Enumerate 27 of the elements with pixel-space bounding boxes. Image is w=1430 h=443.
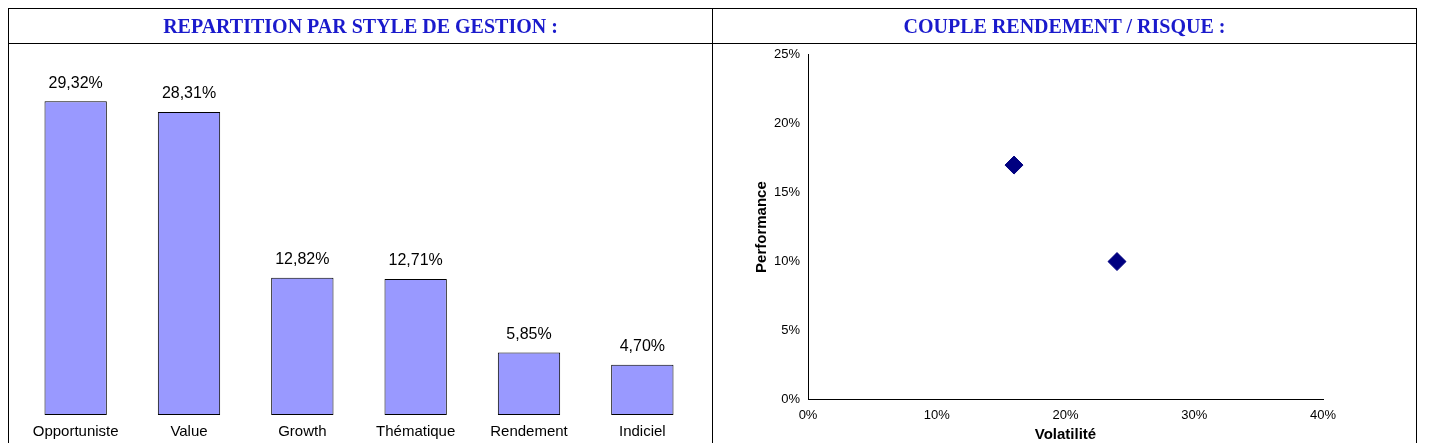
x-tick-label: Indiciel bbox=[618, 422, 666, 440]
x-tick-label: Value bbox=[170, 422, 208, 440]
y-tick-label: 5% bbox=[781, 322, 801, 338]
y-tick-label: 10% bbox=[773, 253, 801, 269]
y-axis-title: Performance bbox=[752, 181, 770, 273]
chart-title: COUPLE RENDEMENT / RISQUE : bbox=[713, 9, 1416, 44]
y-tick-label: 20% bbox=[773, 115, 801, 131]
y-tick-label: 15% bbox=[773, 184, 801, 200]
data-label: 12,71% bbox=[388, 251, 443, 269]
data-label: 28,31% bbox=[161, 84, 217, 102]
chart-title: REPARTITION PAR STYLE DE GESTION : bbox=[9, 9, 712, 44]
x-tick-label: Opportuniste bbox=[32, 422, 119, 440]
x-tick-label: 20% bbox=[1052, 406, 1079, 422]
data-label: 5,85% bbox=[506, 324, 552, 342]
x-tick-label: Growth bbox=[278, 422, 327, 440]
x-axis-title: Volatilité bbox=[1034, 425, 1097, 443]
y-tick-label: 25% bbox=[773, 46, 801, 62]
x-tick-label: 10% bbox=[923, 406, 951, 422]
x-tick-label: 30% bbox=[1181, 406, 1208, 422]
x-tick-label: 40% bbox=[1309, 406, 1337, 422]
x-tick-label: Thématique bbox=[376, 422, 456, 440]
data-label: 4,70% bbox=[619, 337, 666, 355]
x-tick-label: 0% bbox=[798, 406, 818, 422]
y-tick-label: 0% bbox=[781, 390, 801, 406]
x-tick-label: Rendement bbox=[490, 422, 569, 440]
data-label: 29,32% bbox=[48, 73, 103, 91]
data-label: 12,82% bbox=[275, 250, 330, 268]
